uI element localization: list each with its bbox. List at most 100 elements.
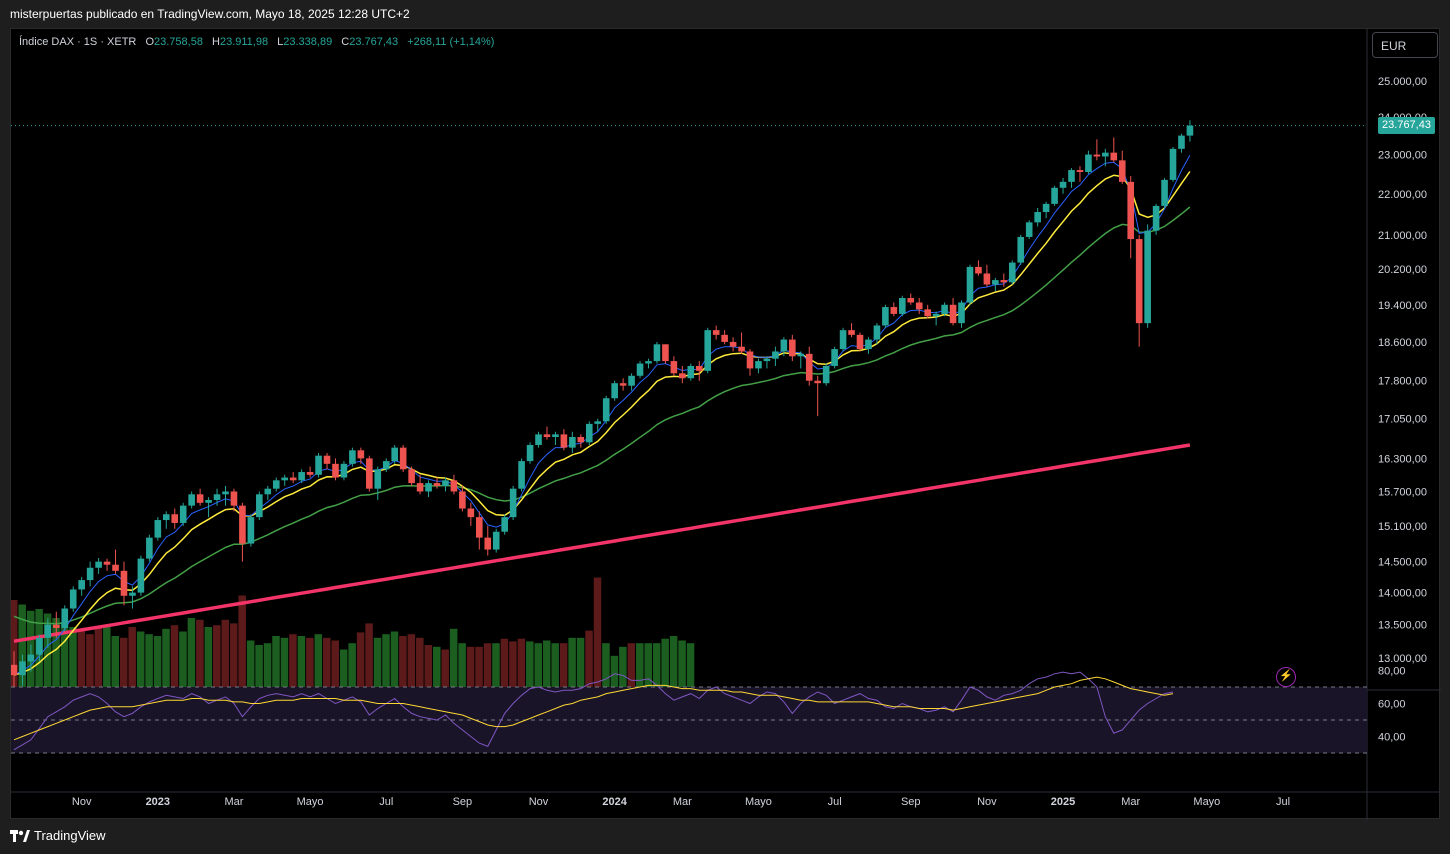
time-tick-label: Mar xyxy=(224,796,243,808)
candle-body xyxy=(484,537,492,550)
volume-bar xyxy=(602,643,610,690)
currency-button[interactable]: EUR xyxy=(1372,32,1438,58)
candle-body xyxy=(949,304,957,324)
volume-bar xyxy=(509,641,517,690)
volume-bar xyxy=(103,625,111,690)
volume-bar xyxy=(500,638,509,690)
ema-yellow-line xyxy=(13,171,1191,676)
ema-green-line xyxy=(13,206,1191,625)
candle-body xyxy=(332,463,339,478)
candle-body xyxy=(349,450,356,464)
candle-body xyxy=(289,477,297,481)
candle-body xyxy=(205,499,212,503)
candle-body xyxy=(780,339,788,352)
lightning-icon[interactable]: ⚡ xyxy=(1276,667,1296,687)
open-value: 23.758,58 xyxy=(154,36,203,48)
volume-bar xyxy=(610,655,619,690)
volume-bar xyxy=(263,643,272,690)
candle-body xyxy=(1169,148,1177,180)
candle-body xyxy=(975,266,982,274)
candle-body xyxy=(416,483,424,492)
rsi-tick-label: 60,00 xyxy=(1378,699,1406,711)
candle-body xyxy=(19,661,26,676)
candle-body xyxy=(154,520,162,538)
volume-bar xyxy=(534,643,543,690)
price-tick-label: 17.050,00 xyxy=(1378,414,1427,426)
ema-blue-line xyxy=(13,154,1191,676)
close-value: 23.767,43 xyxy=(349,36,399,48)
candle-body xyxy=(1042,203,1050,213)
candle-body xyxy=(476,517,483,538)
volume-bar xyxy=(652,643,661,690)
candle-body xyxy=(112,564,119,571)
volume-bar xyxy=(204,627,213,690)
symbol-name[interactable]: Índice DAX · 1S · XETR xyxy=(19,36,137,48)
volume-bar xyxy=(153,636,162,690)
price-tick-label: 14.000,00 xyxy=(1378,588,1427,600)
candle-body xyxy=(467,508,475,518)
high-value: 23.911,98 xyxy=(219,36,269,48)
volume-bar xyxy=(18,604,26,690)
candle-body xyxy=(129,592,136,596)
price-chart[interactable]: 13.000,00 13.500,00 14.000,00 14.500,00 15.1… xyxy=(11,29,1441,820)
candle-body xyxy=(69,589,77,609)
rsi-ma-line xyxy=(13,676,1174,741)
tradingview-logo[interactable]: TradingView xyxy=(10,828,106,843)
price-tick-label: 18.600,00 xyxy=(1378,337,1427,349)
candle-body xyxy=(653,344,661,362)
time-tick-label: Jul xyxy=(379,796,393,808)
time-tick-label: 2024 xyxy=(602,796,627,808)
volume-bar xyxy=(43,613,52,690)
volume-bar xyxy=(551,643,559,690)
volume-bar xyxy=(272,636,280,690)
candle-body xyxy=(450,480,458,492)
candle-body xyxy=(966,266,974,303)
volume-bar xyxy=(128,627,136,690)
time-tick-label: Sep xyxy=(453,796,473,808)
candle-body xyxy=(569,437,576,448)
candle-body xyxy=(1127,181,1135,240)
candle-body xyxy=(526,444,534,462)
tradingview-logo-icon xyxy=(10,829,30,842)
candle-body xyxy=(247,517,255,544)
candle-body xyxy=(501,517,508,532)
candle-body xyxy=(772,351,779,359)
price-tick-label: 22.000,00 xyxy=(1378,189,1427,201)
candle-body xyxy=(179,505,187,523)
chart-frame[interactable]: 13.000,00 13.500,00 14.000,00 14.500,00 15.1… xyxy=(10,28,1441,820)
candle-body xyxy=(958,302,965,324)
volume-bar xyxy=(221,619,229,690)
candle-body xyxy=(1102,152,1109,157)
candle-body xyxy=(1186,125,1194,136)
candle-body xyxy=(899,297,906,314)
candle-body xyxy=(1152,205,1160,231)
candle-body xyxy=(729,341,737,347)
open-label: O xyxy=(145,36,154,48)
volume-bar xyxy=(314,634,323,690)
volume-bar xyxy=(593,577,602,690)
volume-bar xyxy=(390,631,399,690)
tradingview-brand: TradingView xyxy=(34,828,106,843)
volume-bar xyxy=(238,595,246,690)
candle-body xyxy=(865,339,872,350)
volume-bar xyxy=(407,634,416,690)
candle-body xyxy=(408,469,415,484)
volume-bar xyxy=(213,625,221,690)
candle-body xyxy=(357,450,365,459)
candle-body xyxy=(492,531,500,550)
time-tick-label: Mayo xyxy=(1193,796,1220,808)
candle-body xyxy=(103,561,111,565)
sma-red-line xyxy=(13,443,1191,643)
volume-bar xyxy=(559,643,568,690)
candle-body xyxy=(695,365,703,371)
price-tick-label: 14.500,00 xyxy=(1378,557,1427,569)
candle-body xyxy=(924,309,931,317)
time-tick-label: Mayo xyxy=(297,796,324,808)
candle-body xyxy=(602,398,610,422)
footer: TradingView xyxy=(0,819,1450,854)
rsi-tick-label: 40,00 xyxy=(1378,732,1406,744)
candle-body xyxy=(459,491,466,509)
price-tick-label: 13.000,00 xyxy=(1378,653,1427,665)
volume-bar xyxy=(517,638,526,690)
volume-bar xyxy=(280,637,289,690)
